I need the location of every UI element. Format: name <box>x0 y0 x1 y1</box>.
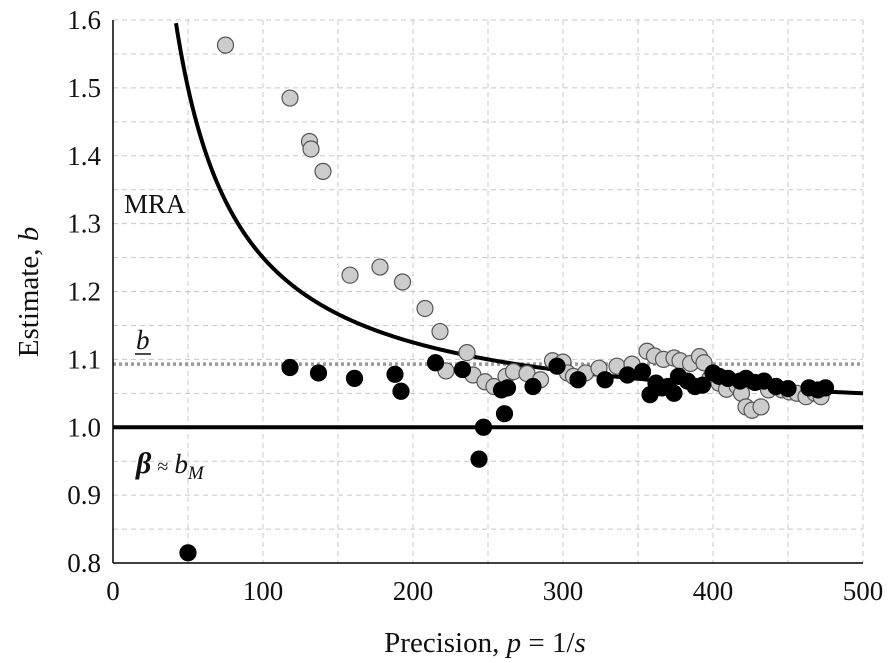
gray-point <box>371 258 389 276</box>
black-point <box>816 379 835 397</box>
y-tick-label: 1.4 <box>67 141 101 171</box>
y-tick-label: 1.1 <box>67 344 101 374</box>
black-point <box>470 450 488 468</box>
x-tick-label: 200 <box>393 576 434 606</box>
x-tick-label: 500 <box>843 576 884 606</box>
x-tick-label: 400 <box>693 576 734 606</box>
x-axis-title: Precision, p = 1/s <box>384 627 586 659</box>
black-point <box>498 379 517 397</box>
x-tick-label: 0 <box>106 576 120 606</box>
black-point <box>426 354 445 372</box>
black-point <box>474 418 493 436</box>
mra-curve-group <box>174 22 864 396</box>
black-point <box>392 382 410 400</box>
black-point <box>779 379 797 398</box>
gray-point <box>281 89 299 107</box>
black-point <box>281 358 299 377</box>
gray-point <box>341 266 359 284</box>
gray-point <box>431 322 449 341</box>
black-point <box>309 364 328 382</box>
black-point <box>386 365 404 383</box>
black-point <box>453 360 472 379</box>
gray-point <box>302 140 320 158</box>
x-tick-label: 100 <box>243 576 284 606</box>
grid <box>113 19 864 564</box>
black-point <box>548 357 566 375</box>
gray-point <box>314 162 332 180</box>
y-tick-label: 1.2 <box>67 277 101 307</box>
y-tick-label: 0.8 <box>67 548 101 578</box>
black-point <box>596 371 614 389</box>
black-point <box>618 366 637 384</box>
y-tick-labels: 0.8 0.9 1.0 1.1 1.2 1.3 1.4 1.5 1.6 <box>67 5 101 578</box>
y-tick-label: 1.6 <box>67 5 101 35</box>
y-axis-title: Estimate, b <box>13 227 45 357</box>
scatter-points <box>179 36 835 562</box>
gray-point <box>416 299 434 318</box>
black-point <box>179 544 197 562</box>
mra-label: MRA <box>124 189 186 219</box>
y-tick-label: 0.9 <box>67 480 101 510</box>
gray-point <box>458 343 476 362</box>
plot-frame <box>112 20 863 564</box>
black-point <box>569 371 587 389</box>
black-point <box>633 362 652 381</box>
black-point <box>693 376 712 394</box>
black-point <box>524 377 542 396</box>
b-bar-label: b <box>136 325 150 355</box>
y-tick-label: 1.0 <box>67 412 101 442</box>
gray-point <box>216 36 235 54</box>
y-tick-label: 1.5 <box>67 73 101 103</box>
x-tick-label: 300 <box>543 576 584 606</box>
gray-point <box>752 398 770 416</box>
black-point <box>345 369 364 387</box>
x-tick-labels: 0 100 200 300 400 500 <box>106 576 883 606</box>
mra-curve <box>174 22 864 396</box>
y-tick-label: 1.3 <box>67 209 101 239</box>
black-point <box>495 405 514 423</box>
beta-label: β ≈ bM <box>135 447 205 484</box>
black-point <box>665 384 683 402</box>
gray-point <box>393 273 412 291</box>
